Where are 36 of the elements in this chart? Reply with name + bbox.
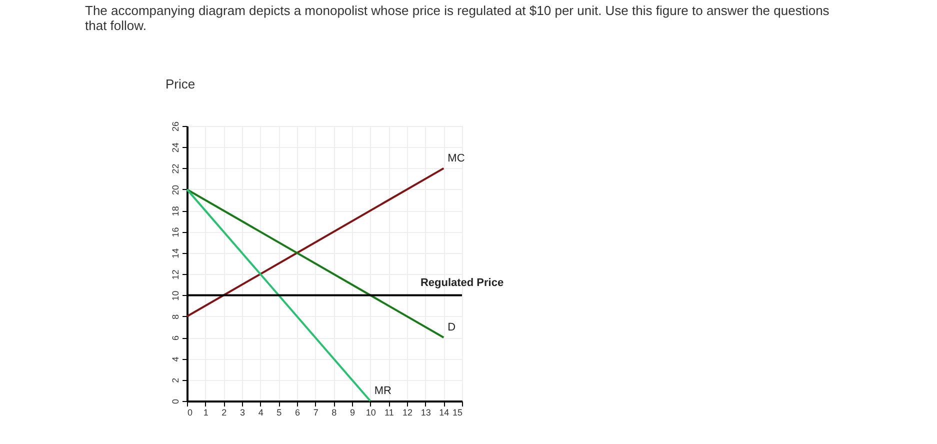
x-tick-label: 8 [332, 408, 337, 418]
y-tick-label: 26 [170, 121, 180, 132]
x-tick-label: 15 [452, 408, 462, 418]
ref-line-label: Regulated Price [420, 277, 504, 290]
series-label: D [448, 322, 456, 334]
y-tick-label: 22 [170, 164, 180, 174]
x-tick-label: 10 [366, 408, 376, 418]
y-tick-label: 12 [170, 270, 180, 280]
y-tick-label: 16 [170, 227, 180, 238]
x-tick-label: 2 [222, 408, 227, 418]
x-tick-label: 1 [203, 408, 208, 418]
x-tick-label: 0 [188, 408, 193, 418]
x-tick-label: 13 [420, 408, 431, 418]
x-tick-label: 14 [439, 408, 450, 418]
x-tick-label: 6 [294, 408, 300, 418]
y-tick-label: 0 [170, 398, 180, 404]
y-axis-title: Price [166, 76, 196, 92]
y-tick-label: 24 [170, 142, 180, 153]
series-label: MC [448, 152, 465, 164]
x-tick-label: 3 [240, 408, 246, 418]
y-tick-label: 8 [170, 314, 180, 320]
y-tick-label: 18 [170, 206, 180, 216]
x-tick-label: 12 [402, 408, 413, 418]
y-tick-label: 20 [170, 184, 180, 195]
series-label: MR [374, 385, 392, 397]
x-tick-label: 5 [276, 408, 282, 418]
x-tick-label: 9 [350, 408, 356, 418]
x-tick-label: 7 [313, 408, 318, 418]
x-tick-label: 11 [384, 408, 394, 418]
y-tick-label: 14 [170, 248, 180, 258]
y-tick-label: 4 [170, 356, 180, 362]
y-tick-label: 6 [170, 336, 180, 341]
y-tick-label: 2 [170, 378, 180, 383]
y-tick-label: 10 [170, 290, 180, 301]
x-tick-label: 4 [258, 408, 264, 418]
chart-title: The accompanying diagram depicts a monopolist whose price is regulated at $10 per unit. Use this figure to answer the questions that follow. [85, 3, 830, 33]
